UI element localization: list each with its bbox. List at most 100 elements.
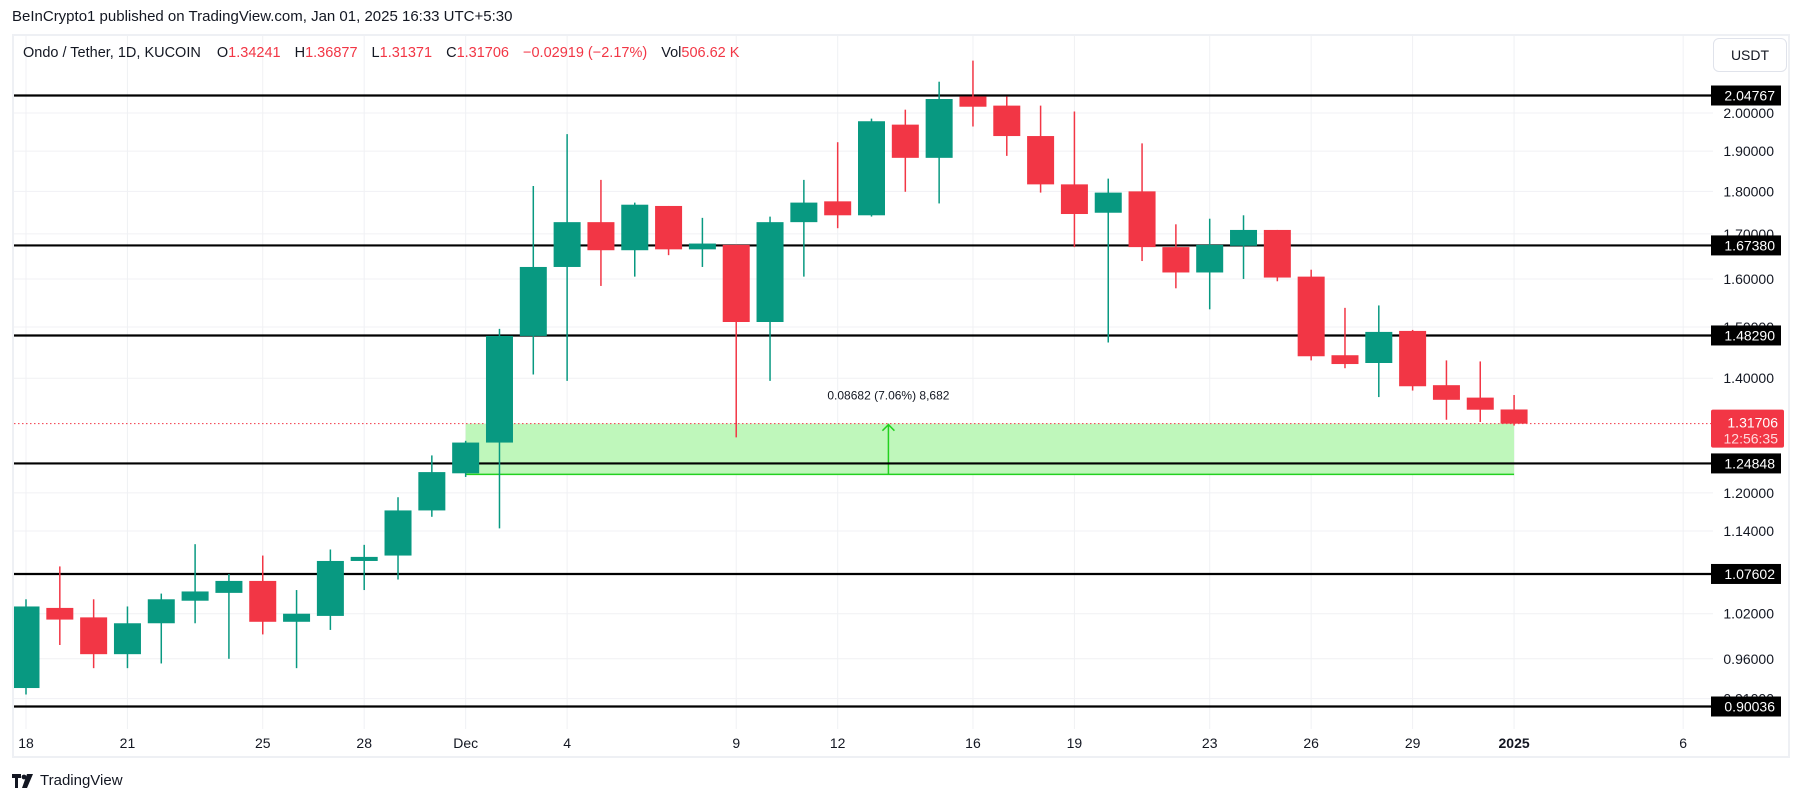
- candle[interactable]: [147, 593, 175, 664]
- candle[interactable]: [1027, 105, 1055, 193]
- change-value: −0.02919 (−2.17%): [523, 45, 648, 61]
- candle[interactable]: [181, 544, 209, 624]
- tradingview-logo[interactable]: TradingView: [12, 772, 123, 789]
- price-range-zone[interactable]: [465, 423, 1515, 475]
- tradingview-logo-icon: [12, 773, 34, 788]
- candle[interactable]: [13, 599, 40, 695]
- candle[interactable]: [1365, 305, 1393, 398]
- low-value: 1.31371: [379, 45, 433, 61]
- svg-text:2.04767: 2.04767: [1724, 88, 1775, 104]
- price-axis-tick: 0.96000: [1723, 651, 1774, 667]
- price-axis-tick: 1.14000: [1723, 523, 1774, 539]
- candle[interactable]: [350, 544, 378, 591]
- price-axis-tick: 1.40000: [1723, 370, 1774, 386]
- time-axis-tick: 2025: [1499, 735, 1530, 751]
- bar-countdown: 12:56:35: [1724, 431, 1779, 447]
- candle[interactable]: [1128, 143, 1156, 262]
- candle[interactable]: [790, 179, 818, 277]
- volume-label: Vol: [661, 45, 682, 61]
- candle[interactable]: [858, 118, 885, 217]
- svg-text:1.24848: 1.24848: [1724, 455, 1775, 471]
- open-label: O: [216, 45, 229, 61]
- open-value: 1.34241: [228, 45, 281, 61]
- candle[interactable]: [519, 186, 547, 375]
- price-axis-tick: 1.80000: [1723, 183, 1774, 199]
- time-axis-tick: 21: [120, 735, 136, 751]
- candle[interactable]: [553, 134, 581, 381]
- symbol-legend: Ondo / Tether, 1D, KUCOIN O1.34241 H1.36…: [23, 45, 749, 61]
- candle[interactable]: [1196, 218, 1224, 310]
- candle[interactable]: [587, 179, 615, 286]
- time-axis-tick: 9: [732, 735, 740, 751]
- candle[interactable]: [1060, 111, 1088, 248]
- candle[interactable]: [655, 205, 683, 256]
- candle[interactable]: [925, 81, 953, 204]
- level-price-tag: [1711, 453, 1781, 474]
- time-axis-tick: 19: [1067, 735, 1083, 751]
- chart-frame: [12, 34, 1790, 758]
- volume-value: 506.62 K: [681, 45, 740, 61]
- high-value: 1.36877: [305, 45, 358, 61]
- candle[interactable]: [418, 455, 446, 517]
- candle[interactable]: [722, 244, 750, 438]
- level-price-tag: [1711, 325, 1781, 346]
- svg-text:1.48290: 1.48290: [1724, 327, 1775, 343]
- candle[interactable]: [215, 573, 243, 659]
- time-axis-tick: 29: [1405, 735, 1421, 751]
- range-measure-label: 0.08682 (7.06%) 8,682: [827, 389, 949, 403]
- svg-text:0.90036: 0.90036: [1724, 699, 1775, 715]
- candle[interactable]: [485, 328, 513, 529]
- candle[interactable]: [1399, 329, 1427, 391]
- close-label: C: [446, 45, 457, 61]
- candle[interactable]: [80, 599, 108, 669]
- symbol-title[interactable]: Ondo / Tether, 1D, KUCOIN: [23, 45, 201, 61]
- time-axis-tick: Dec: [453, 735, 478, 751]
- svg-text:1.31706: 1.31706: [1727, 415, 1778, 431]
- candle[interactable]: [46, 566, 74, 645]
- candle[interactable]: [756, 216, 784, 381]
- currency-button[interactable]: USDT: [1713, 38, 1787, 72]
- level-price-tag: [1711, 696, 1781, 717]
- time-axis-tick: 18: [18, 735, 34, 751]
- low-label: L: [371, 45, 380, 61]
- price-axis-tick: 2.00000: [1723, 105, 1774, 121]
- candle[interactable]: [113, 606, 141, 669]
- level-price-tag: [1711, 563, 1781, 584]
- candle[interactable]: [1331, 307, 1359, 369]
- candle[interactable]: [1297, 269, 1325, 361]
- candle[interactable]: [993, 96, 1021, 156]
- time-axis-tick: 6: [1679, 735, 1687, 751]
- candle[interactable]: [824, 142, 852, 229]
- publisher-line: BeInCrypto1 published on TradingView.com…: [12, 8, 513, 25]
- svg-text:1.67380: 1.67380: [1724, 237, 1775, 253]
- candle[interactable]: [1500, 395, 1528, 426]
- time-axis-tick: 23: [1202, 735, 1218, 751]
- candle[interactable]: [1466, 361, 1494, 422]
- candle[interactable]: [249, 555, 277, 635]
- price-axis-tick: 1.90000: [1723, 143, 1774, 159]
- candle[interactable]: [452, 440, 480, 477]
- candle[interactable]: [1432, 360, 1460, 420]
- time-axis-tick: 4: [563, 735, 571, 751]
- candle[interactable]: [959, 60, 987, 127]
- svg-text:1.07602: 1.07602: [1724, 566, 1775, 582]
- candle[interactable]: [891, 109, 919, 192]
- candle[interactable]: [1162, 224, 1190, 289]
- candle[interactable]: [316, 549, 344, 630]
- price-axis-tick: 1.20000: [1723, 485, 1774, 501]
- current-price-tag: [1711, 409, 1784, 448]
- candle[interactable]: [1230, 215, 1258, 279]
- candle[interactable]: [688, 217, 716, 267]
- candle[interactable]: [1263, 229, 1291, 282]
- candle[interactable]: [384, 497, 412, 580]
- close-value: 1.31706: [456, 45, 509, 61]
- level-price-tag: [1711, 235, 1781, 256]
- candle[interactable]: [1094, 178, 1122, 343]
- candle[interactable]: [283, 590, 311, 669]
- time-axis-tick: 26: [1303, 735, 1319, 751]
- time-axis-tick: 16: [965, 735, 981, 751]
- high-label: H: [294, 45, 306, 61]
- candle[interactable]: [621, 202, 649, 277]
- time-axis-tick: 12: [830, 735, 846, 751]
